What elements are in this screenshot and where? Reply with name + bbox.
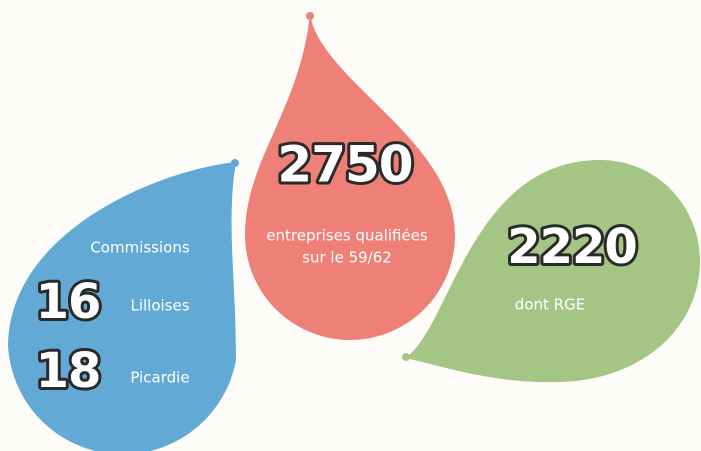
red-number: 2750	[277, 136, 412, 194]
red-drop	[245, 14, 455, 340]
blue-number: 18	[36, 343, 101, 399]
green-label: dont RGE	[515, 296, 585, 314]
blue-label: Picardie	[130, 369, 189, 387]
red-line: entreprises qualifiées	[266, 227, 428, 245]
green-drop	[405, 160, 700, 383]
blue-number: 16	[36, 274, 101, 330]
blue-label: Lilloises	[130, 297, 189, 315]
green-number: 2220	[507, 219, 637, 275]
blue-heading: Commissions	[90, 239, 190, 257]
red-drop-tip	[306, 12, 314, 20]
red-line: sur le 59/62	[302, 249, 392, 267]
blue-drop-tip	[231, 159, 239, 167]
green-drop-tip	[402, 353, 410, 361]
blue-drop	[8, 162, 236, 451]
